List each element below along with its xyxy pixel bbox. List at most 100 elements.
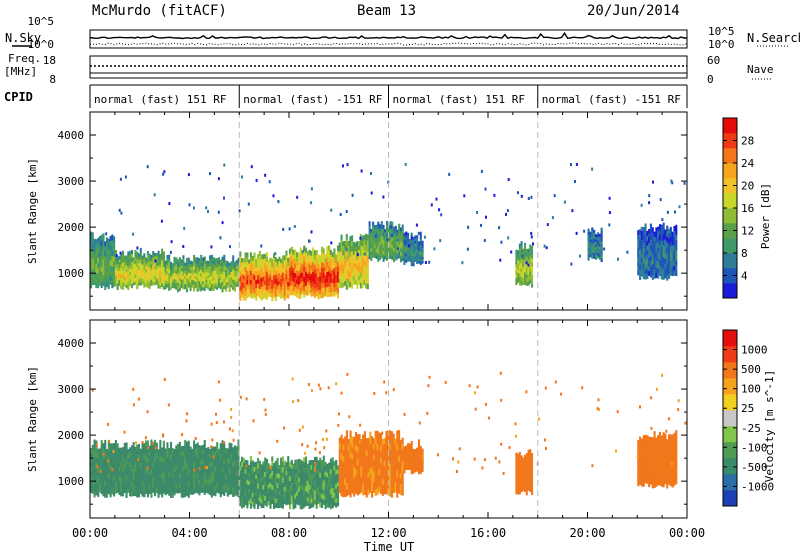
velocity-echo-cell bbox=[235, 480, 238, 486]
velocity-speckle bbox=[554, 380, 557, 384]
velocity-echo-cell bbox=[232, 476, 235, 483]
velocity-echo-cell bbox=[294, 464, 297, 470]
velocity-speckle bbox=[215, 412, 217, 416]
velocity-echo-cell bbox=[517, 469, 520, 475]
velocity-speckle bbox=[263, 397, 266, 401]
power-echo-cell bbox=[644, 245, 647, 252]
power-echo-cell bbox=[294, 286, 297, 292]
power-echo-cell bbox=[180, 259, 183, 263]
velocity-echo-cell bbox=[230, 478, 233, 485]
power-echo-cell bbox=[109, 269, 112, 276]
power-echo-cell bbox=[239, 266, 242, 272]
velocity-echo-cell bbox=[675, 435, 678, 442]
power-echo-cell bbox=[132, 265, 135, 269]
power-echo-cell bbox=[184, 283, 187, 287]
velocity-echo-cell bbox=[292, 477, 295, 483]
velocity-echo-cell bbox=[139, 480, 142, 486]
velocity-echo-cell bbox=[159, 477, 162, 484]
power-echo-cell bbox=[152, 257, 155, 262]
power-echo-cell bbox=[242, 295, 245, 301]
power-echo-cell bbox=[226, 263, 229, 267]
velocity-echo-cell bbox=[139, 475, 142, 481]
power-echo-cell bbox=[178, 287, 181, 291]
power-echo-cell bbox=[640, 234, 643, 240]
velocity-echo-cell bbox=[419, 454, 422, 458]
power-echo-cell bbox=[205, 277, 208, 281]
velocity-echo-cell bbox=[246, 503, 249, 509]
velocity-echo-cell bbox=[260, 499, 263, 504]
velocity-echo-cell bbox=[381, 444, 384, 451]
power-echo-cell bbox=[121, 277, 125, 283]
power-echo-cell bbox=[93, 252, 96, 258]
power-echo-cell bbox=[315, 259, 318, 265]
power-echo-cell bbox=[260, 286, 263, 292]
velocity-echo-cell bbox=[269, 478, 272, 483]
power-speckle bbox=[359, 236, 362, 240]
power-echo-cell bbox=[384, 241, 387, 245]
velocity-speckle bbox=[135, 441, 138, 445]
power-echo-cell bbox=[356, 269, 359, 275]
power-echo-cell bbox=[228, 268, 231, 272]
velocity-echo-cell bbox=[251, 492, 254, 498]
power-echo-cell bbox=[278, 272, 281, 277]
velocity-echo-cell bbox=[345, 476, 349, 484]
velocity-echo-cell bbox=[416, 452, 419, 455]
power-echo-cell bbox=[338, 260, 341, 266]
power-echo-cell bbox=[354, 267, 357, 273]
power-echo-cell bbox=[389, 254, 392, 259]
velocity-echo-cell bbox=[644, 478, 647, 484]
power-echo-cell bbox=[132, 268, 135, 272]
power-echo-cell bbox=[107, 238, 110, 245]
velocity-echo-cell bbox=[273, 490, 276, 496]
power-echo-cell bbox=[359, 266, 362, 273]
velocity-echo-cell bbox=[241, 467, 244, 473]
velocity-echo-cell bbox=[383, 482, 386, 489]
velocity-echo-cell bbox=[269, 469, 272, 475]
power-echo-cell bbox=[593, 246, 596, 251]
power-echo-cell bbox=[529, 244, 532, 249]
power-echo-cell bbox=[258, 265, 261, 271]
velocity-echo-cell bbox=[383, 465, 386, 472]
power-echo-cell bbox=[150, 267, 153, 271]
power-speckle bbox=[229, 245, 231, 249]
power-echo-cell bbox=[658, 270, 662, 276]
power-echo-cell bbox=[121, 254, 125, 259]
power-echo-cell bbox=[379, 249, 382, 253]
velocity-echo-cell bbox=[255, 491, 258, 496]
velocity-echo-cell bbox=[322, 485, 325, 491]
velocity-echo-cell bbox=[349, 470, 352, 478]
power-echo-cell bbox=[283, 286, 286, 292]
velocity-echo-cell bbox=[335, 497, 338, 503]
power-echo-cell bbox=[655, 272, 658, 279]
power-echo-cell bbox=[392, 230, 396, 235]
power-echo-cell bbox=[251, 264, 254, 270]
power-echo-cell bbox=[517, 260, 520, 264]
velocity-echo-cell bbox=[376, 488, 379, 496]
power-echo-cell bbox=[109, 279, 112, 285]
velocity-echo-cell bbox=[329, 478, 332, 485]
power-echo-cell bbox=[157, 258, 160, 263]
power-echo-cell bbox=[329, 268, 332, 274]
power-echo-cell bbox=[166, 271, 169, 275]
velocity-echo-cell bbox=[351, 436, 354, 443]
power-echo-cell bbox=[239, 275, 242, 282]
velocity-echo-cell bbox=[166, 478, 169, 484]
power-echo-cell bbox=[191, 271, 194, 275]
velocity-echo-cell bbox=[253, 466, 256, 472]
velocity-echo-cell bbox=[660, 476, 663, 482]
power-speckle bbox=[250, 165, 253, 169]
velocity-echo-cell bbox=[381, 489, 384, 496]
velocity-echo-cell bbox=[121, 466, 125, 472]
velocity-echo-cell bbox=[187, 480, 190, 487]
power-echo-cell bbox=[274, 278, 277, 284]
power-echo-cell bbox=[520, 271, 523, 277]
power-echo-cell bbox=[308, 258, 311, 264]
velocity-echo-cell bbox=[344, 478, 347, 485]
power-echo-cell bbox=[125, 265, 128, 269]
power-speckle bbox=[268, 180, 271, 184]
velocity-echo-cell bbox=[281, 482, 284, 488]
power-echo-cell bbox=[212, 270, 215, 275]
power-speckle bbox=[183, 226, 186, 230]
velocity-echo-cell bbox=[524, 462, 527, 467]
power-echo-cell bbox=[662, 262, 665, 269]
